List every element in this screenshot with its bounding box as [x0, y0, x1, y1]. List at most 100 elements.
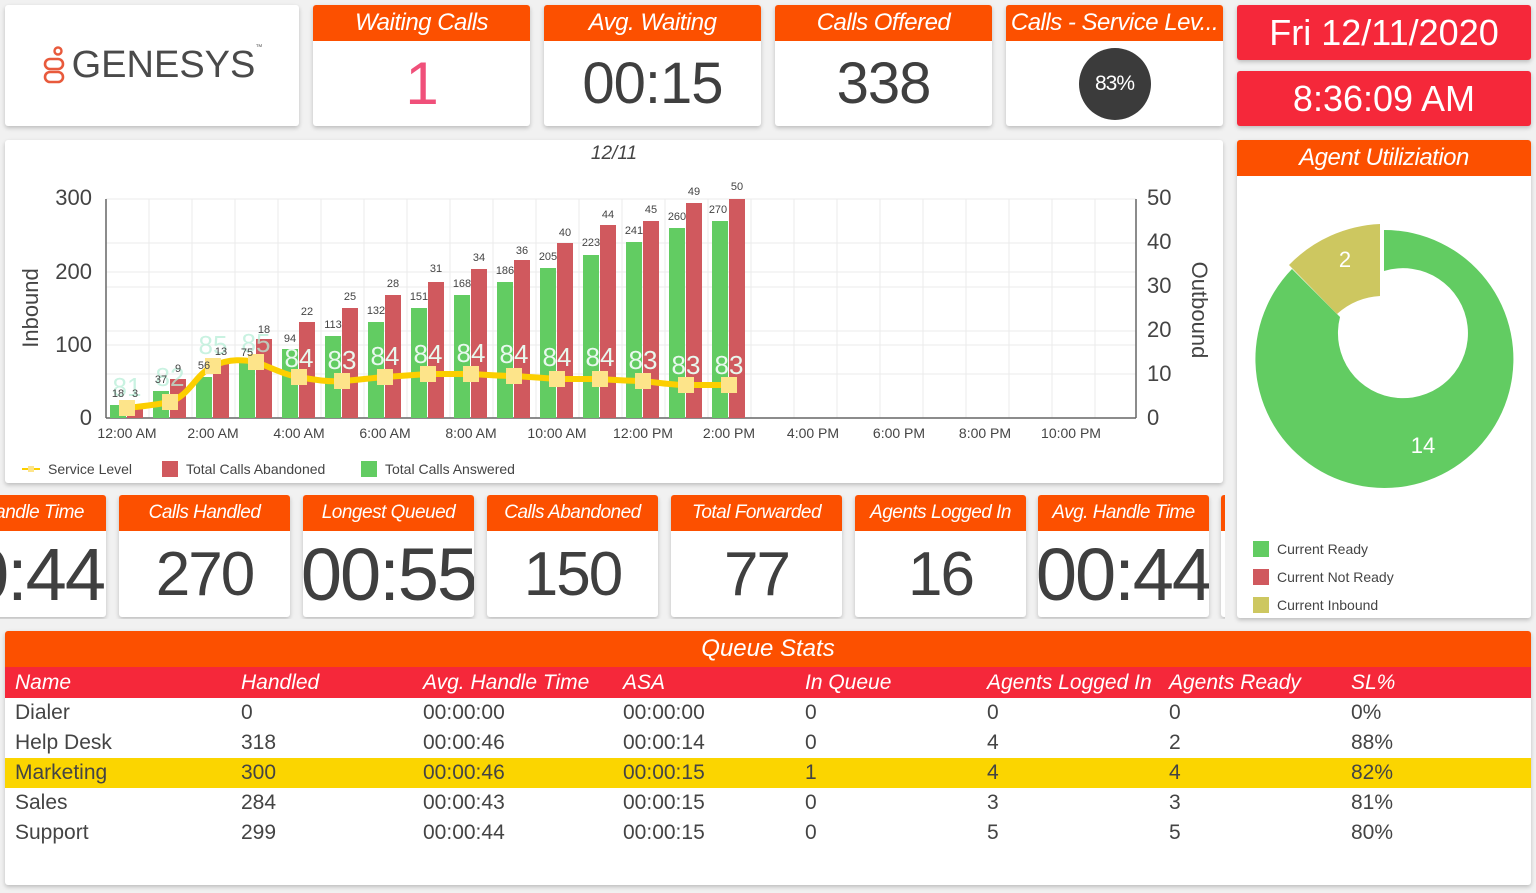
svg-text:12:00 AM: 12:00 AM	[97, 425, 156, 441]
tile-label: Agents Logged In	[855, 495, 1026, 531]
svg-text:241: 241	[625, 225, 643, 237]
tile-label: Waiting Calls	[313, 5, 530, 41]
svg-text:83: 83	[328, 345, 357, 375]
kpi-ticker: Handle Time 0:44 Calls Handled 270 Longe…	[0, 495, 1225, 619]
svg-text:84: 84	[457, 338, 486, 368]
svg-text:45: 45	[645, 204, 657, 216]
answered-bars	[110, 221, 728, 418]
svg-text:223: 223	[582, 237, 600, 249]
tile-value: 16	[908, 539, 975, 609]
tile-label: Avg. Waiting	[544, 5, 761, 41]
y-tick: 100	[55, 332, 92, 357]
tile-label: Longest Queued	[303, 495, 474, 531]
legend-service-level[interactable]: Service Level	[22, 461, 132, 477]
svg-text:4:00 AM: 4:00 AM	[273, 425, 324, 441]
table-header-row: Name Handled Avg. Handle Time ASA In Que…	[5, 667, 1531, 698]
svg-text:18: 18	[112, 388, 124, 400]
y-tick: 200	[55, 259, 92, 284]
table-row[interactable]: Support 299 00:00:44 00:00:15 0 5 5 80%	[15, 821, 1394, 844]
tile-avg-waiting: Avg. Waiting 00:15	[544, 5, 761, 126]
legend-current-ready[interactable]: Current Ready	[1253, 541, 1368, 557]
swatch-icon	[1253, 597, 1269, 613]
swatch-icon	[361, 461, 377, 477]
queue-stats-title: Queue Stats	[5, 631, 1531, 667]
svg-text:40: 40	[1147, 229, 1171, 254]
svg-text:20: 20	[1147, 317, 1171, 342]
svg-text:44: 44	[602, 209, 614, 221]
genesys-logo-icon	[43, 45, 64, 83]
brand-name: GENESYS™	[71, 44, 263, 86]
svg-text:75: 75	[241, 347, 253, 359]
line-marker-icon	[22, 466, 40, 472]
table-row-highlighted[interactable]: Marketing 300 00:00:46 00:00:15 1 4 4 82%	[5, 758, 1531, 788]
tile-total-forwarded: Total Forwarded 77	[671, 495, 842, 617]
svg-text:37: 37	[155, 374, 167, 386]
legend-answered[interactable]: Total Calls Answered	[361, 461, 515, 477]
tile-label: Avg. Handle Time	[1038, 495, 1209, 531]
table-row[interactable]: Help Desk 318 00:00:46 00:00:14 0 4 2 88%	[15, 731, 1394, 754]
svg-text:14: 14	[1411, 433, 1435, 458]
svg-text:36: 36	[516, 245, 528, 257]
svg-text:84: 84	[371, 341, 400, 371]
tile-longest-queued: Longest Queued 00:55	[303, 495, 474, 617]
svg-text:50: 50	[731, 181, 743, 193]
swatch-icon	[162, 461, 178, 477]
svg-text:6:00 AM: 6:00 AM	[359, 425, 410, 441]
tile-value: 1	[405, 50, 438, 117]
svg-text:25: 25	[344, 291, 356, 303]
tile-calls-handled: Calls Handled 270	[119, 495, 290, 617]
svg-text:151: 151	[410, 291, 428, 303]
tile-service-level: Calls - Service Lev... 83%	[1006, 5, 1223, 126]
service-level-markers	[119, 354, 737, 416]
agent-utilization-title: Agent Utiliziation	[1237, 140, 1531, 176]
tile-value-wrap: 83%	[1006, 41, 1223, 126]
col-agents-ready[interactable]: Agents Ready	[1159, 667, 1341, 698]
svg-text:113: 113	[324, 319, 342, 331]
svg-text:84: 84	[543, 342, 572, 372]
svg-text:10:00 AM: 10:00 AM	[527, 425, 586, 441]
svg-text:168: 168	[453, 278, 471, 290]
table-row[interactable]: Dialer 0 00:00:00 00:00:00 0 0 0 0%	[15, 701, 1382, 724]
queue-stats-table: Name Handled Avg. Handle Time ASA In Que…	[5, 667, 1531, 848]
tile-value: 0:44	[0, 532, 106, 616]
tile-label: Handle Time	[0, 495, 106, 531]
svg-text:34: 34	[473, 252, 485, 264]
col-sl-percent[interactable]: SL%	[1341, 667, 1531, 698]
table-row[interactable]: Sales 284 00:00:43 00:00:15 0 3 3 81%	[15, 791, 1394, 814]
swatch-icon	[1253, 569, 1269, 585]
tile-avg-handle-time: Avg. Handle Time 00:44	[1038, 495, 1209, 617]
service-level-badge: 83%	[1078, 47, 1151, 120]
y-tick: 0	[80, 405, 92, 430]
svg-text:30: 30	[1147, 273, 1171, 298]
abandoned-bars	[127, 199, 745, 418]
col-agents-logged-in[interactable]: Agents Logged In	[977, 667, 1159, 698]
logo-card: GENESYS™	[5, 5, 299, 126]
time-display: 8:36:09 AM	[1237, 71, 1531, 126]
tile-label: Total Forwarded	[671, 495, 842, 531]
col-name[interactable]: Name	[5, 667, 231, 698]
swatch-icon	[1253, 541, 1269, 557]
svg-text:13: 13	[215, 346, 227, 358]
col-in-queue[interactable]: In Queue	[795, 667, 977, 698]
legend-current-not-ready[interactable]: Current Not Ready	[1253, 569, 1394, 585]
col-asa[interactable]: ASA	[613, 667, 795, 698]
legend-abandoned[interactable]: Total Calls Abandoned	[162, 461, 325, 477]
svg-text:84: 84	[500, 339, 529, 369]
y2-axis-title: Outbound	[1187, 262, 1212, 359]
legend-current-inbound[interactable]: Current Inbound	[1253, 597, 1378, 613]
svg-text:12:00 PM: 12:00 PM	[613, 425, 673, 441]
col-avg-handle-time[interactable]: Avg. Handle Time	[413, 667, 613, 698]
tile-value: 150	[523, 539, 623, 609]
tile-label: Calls Offered	[775, 5, 992, 41]
svg-text:4:00 PM: 4:00 PM	[787, 425, 839, 441]
svg-text:18: 18	[258, 324, 270, 336]
tile-value: 270	[155, 539, 255, 609]
tile-handle-time-partial: Handle Time 0:44	[0, 495, 106, 617]
svg-text:28: 28	[387, 278, 399, 290]
svg-text:40: 40	[559, 227, 571, 239]
tile-next-partial	[1221, 495, 1225, 617]
tile-agents-logged-in: Agents Logged In 16	[855, 495, 1026, 617]
col-handled[interactable]: Handled	[231, 667, 413, 698]
svg-text:94: 94	[284, 333, 296, 345]
svg-text:9: 9	[175, 363, 181, 375]
